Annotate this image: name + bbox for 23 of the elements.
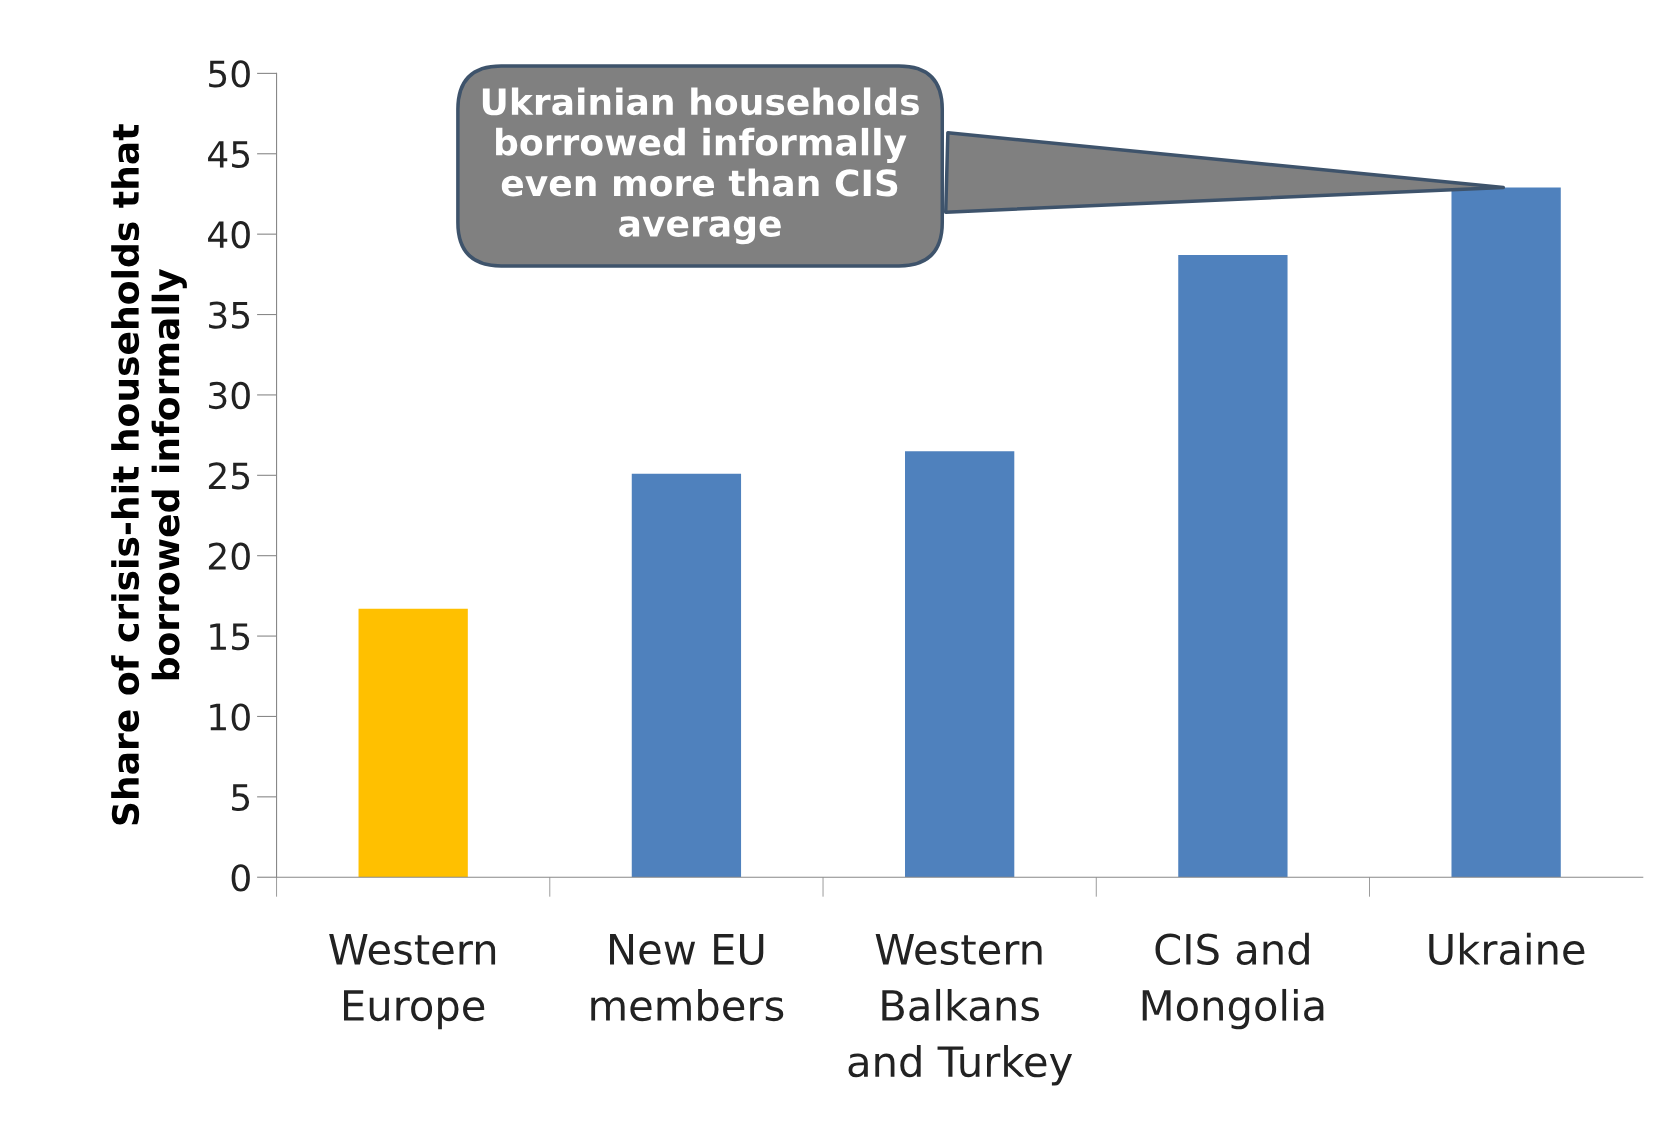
bar [1451, 187, 1561, 878]
y-tick-label: 30 [209, 381, 250, 410]
bar [358, 608, 468, 878]
bar [905, 451, 1015, 878]
bar [1178, 255, 1288, 878]
y-tick-label: 15 [210, 623, 250, 651]
y-tick-label: 45 [208, 141, 250, 168]
annotation: Ukrainian households borrowed informally even more than CIS average [482, 87, 919, 245]
y-tick-label: 5 [232, 784, 250, 812]
y-axis-title: Share of crisis-hit households that borrowed informally [111, 124, 187, 825]
y-tick-label: 25 [208, 462, 250, 490]
x-tick-label: New EU members [591, 934, 784, 1022]
x-tick-label: Ukraine [1429, 932, 1585, 966]
x-tick-label: Western Balkans and Turkey [848, 934, 1073, 1086]
y-tick-label: 10 [210, 703, 250, 731]
x-tick-label: Western Europe [329, 934, 496, 1030]
y-tick-label: 0 [231, 864, 250, 892]
y-tick-label: 50 [209, 60, 250, 88]
y-tick-label: 35 [209, 301, 250, 329]
bar [631, 473, 742, 878]
x-tick-label: CIS and Mongolia [1142, 932, 1324, 1030]
y-tick-label: 40 [208, 221, 250, 249]
y-tick-label: 20 [208, 542, 250, 570]
